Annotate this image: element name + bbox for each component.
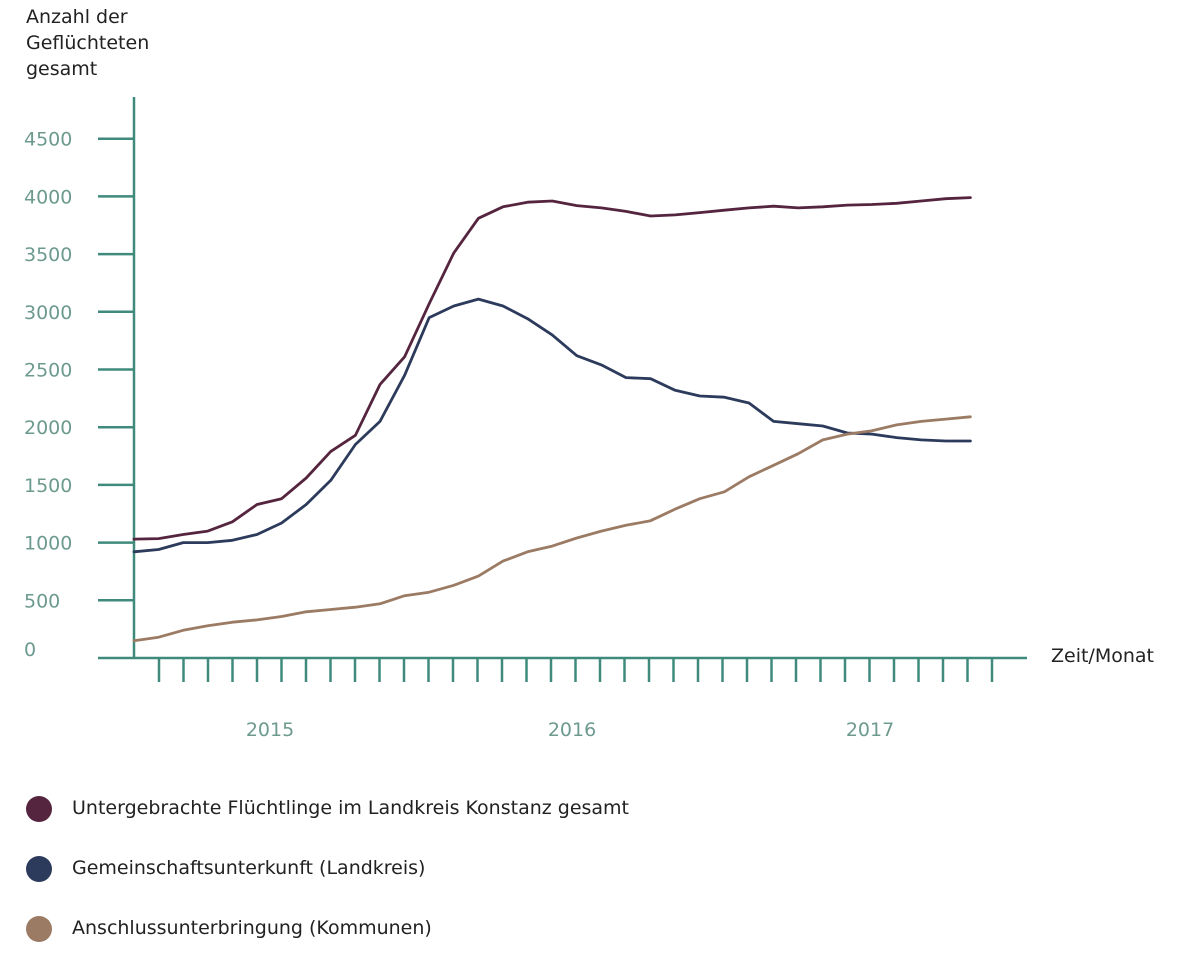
- y-tick-label-1000: 1000: [24, 533, 72, 555]
- legend-label-anschlussunterbringung: Anschlussunterbringung (Kommunen): [72, 917, 432, 939]
- y-axis-label-line-1: Anzahl der: [26, 6, 128, 28]
- y-tick-label-2000: 2000: [24, 417, 72, 439]
- x-year-label-2017: 2017: [846, 719, 894, 741]
- series-line-0: [132, 196, 972, 541]
- legend-label-gesamt: Untergebrachte Flüchtlinge im Landkreis …: [72, 797, 630, 819]
- legend-label-gemeinschaftsunterkunft: Gemeinschaftsunterkunft (Landkreis): [72, 857, 426, 879]
- y-tick-label-0: 0: [24, 639, 36, 661]
- y-tick-label-3500: 3500: [24, 244, 72, 266]
- series-line-1: [132, 297, 972, 554]
- y-tick-label-3000: 3000: [24, 302, 72, 324]
- legend-swatch-gesamt: [26, 796, 52, 822]
- y-tick-label-2500: 2500: [24, 360, 72, 382]
- y-axis-label-line-2: Geflüchteten: [26, 32, 150, 54]
- legend-swatch-anschlussunterbringung: [26, 916, 52, 942]
- series-line-2: [132, 415, 972, 643]
- x-year-label-2016: 2016: [548, 719, 596, 741]
- x-year-label-2015: 2015: [246, 719, 294, 741]
- y-tick-label-500: 500: [24, 590, 60, 612]
- legend-swatch-gemeinschaftsunterkunft: [26, 856, 52, 882]
- x-axis-label: Zeit/Monat: [1051, 645, 1154, 667]
- y-tick-label-1500: 1500: [24, 475, 72, 497]
- y-axis-label-line-3: gesamt: [26, 58, 98, 80]
- y-tick-label-4000: 4000: [24, 186, 72, 208]
- y-tick-label-4500: 4500: [24, 129, 72, 151]
- line-chart: 0 500 1000 1500 2000 2500 3000 3500 4000 4500 2015…: [24, 97, 1027, 741]
